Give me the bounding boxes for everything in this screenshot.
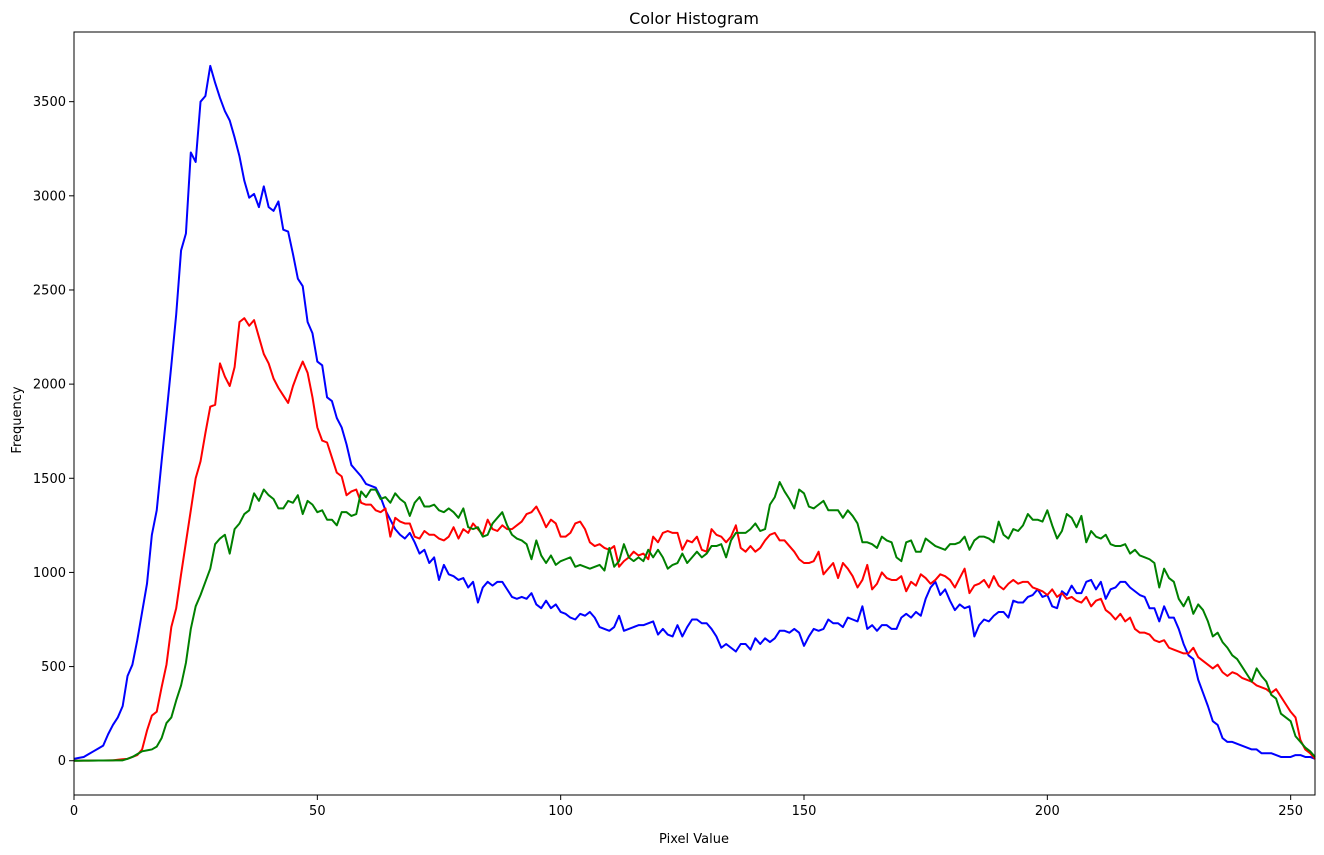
y-axis-label: Frequency	[10, 386, 25, 453]
x-tick-label: 150	[792, 804, 817, 819]
x-tick-label: 50	[309, 804, 326, 819]
y-tick-label: 2500	[33, 283, 66, 298]
series-layer	[73, 64, 1316, 762]
y-tick-label: 3000	[33, 189, 66, 204]
y-axis-ticks: 0 500 1000 1500 2000 2500 3000 3500	[33, 95, 74, 769]
x-axis-ticks: 0 50 100 150 200 250	[70, 795, 1303, 819]
series-line-1	[73, 64, 1316, 760]
x-tick-label: 100	[548, 804, 573, 819]
series-line-3	[73, 481, 1316, 762]
x-tick-label: 250	[1278, 804, 1303, 819]
x-axis-label: Pixel Value	[659, 832, 729, 847]
series-line-2	[73, 317, 1316, 762]
x-tick-label: 200	[1035, 804, 1060, 819]
y-tick-label: 500	[41, 660, 66, 675]
x-tick-label: 0	[70, 804, 78, 819]
y-tick-label: 1000	[33, 566, 66, 581]
y-tick-label: 3500	[33, 95, 66, 110]
y-tick-label: 1500	[33, 472, 66, 487]
y-tick-label: 0	[58, 754, 66, 769]
y-tick-label: 2000	[33, 378, 66, 393]
chart-title: Color Histogram	[629, 9, 759, 28]
plot-area-frame	[73, 31, 1316, 796]
